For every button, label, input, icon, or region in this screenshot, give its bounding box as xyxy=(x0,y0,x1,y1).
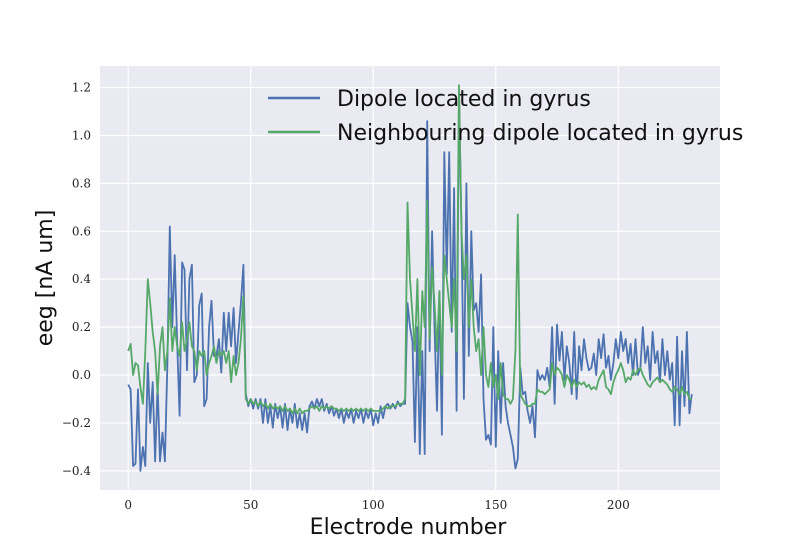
x-tick-label: 100 xyxy=(362,498,385,512)
legend-label-series-0: Dipole located in gyrus xyxy=(337,87,591,112)
legend: Dipole located in gyrus Neighbouring dip… xyxy=(268,87,743,146)
x-tick-label: 150 xyxy=(484,498,507,512)
x-tick-label: 50 xyxy=(243,498,258,512)
y-tick-label: 0.0 xyxy=(72,368,91,382)
y-tick-labels: −0.4 −0.2 0.0 0.2 0.4 0.6 0.8 1.0 1.2 xyxy=(62,81,92,478)
y-tick-label: −0.4 xyxy=(62,464,92,478)
x-tick-label: 200 xyxy=(607,498,630,512)
x-tick-label: 0 xyxy=(124,498,132,512)
y-tick-label: 1.0 xyxy=(72,128,91,142)
y-tick-label: −0.2 xyxy=(62,416,91,430)
x-tick-labels: 0 50 100 150 200 xyxy=(124,498,629,512)
legend-label-series-1: Neighbouring dipole located in gyrus xyxy=(337,121,743,146)
series-lines xyxy=(127,84,693,472)
y-tick-label: 0.2 xyxy=(72,320,91,334)
y-tick-label: 0.4 xyxy=(72,272,91,286)
x-axis-label: Electrode number xyxy=(310,515,508,540)
series-line-1 xyxy=(127,84,692,415)
y-tick-label: 0.6 xyxy=(72,224,91,238)
y-tick-label: 1.2 xyxy=(72,81,91,95)
y-tick-label: 0.8 xyxy=(72,176,91,190)
y-axis-label: eeg [nA um] xyxy=(33,210,58,347)
